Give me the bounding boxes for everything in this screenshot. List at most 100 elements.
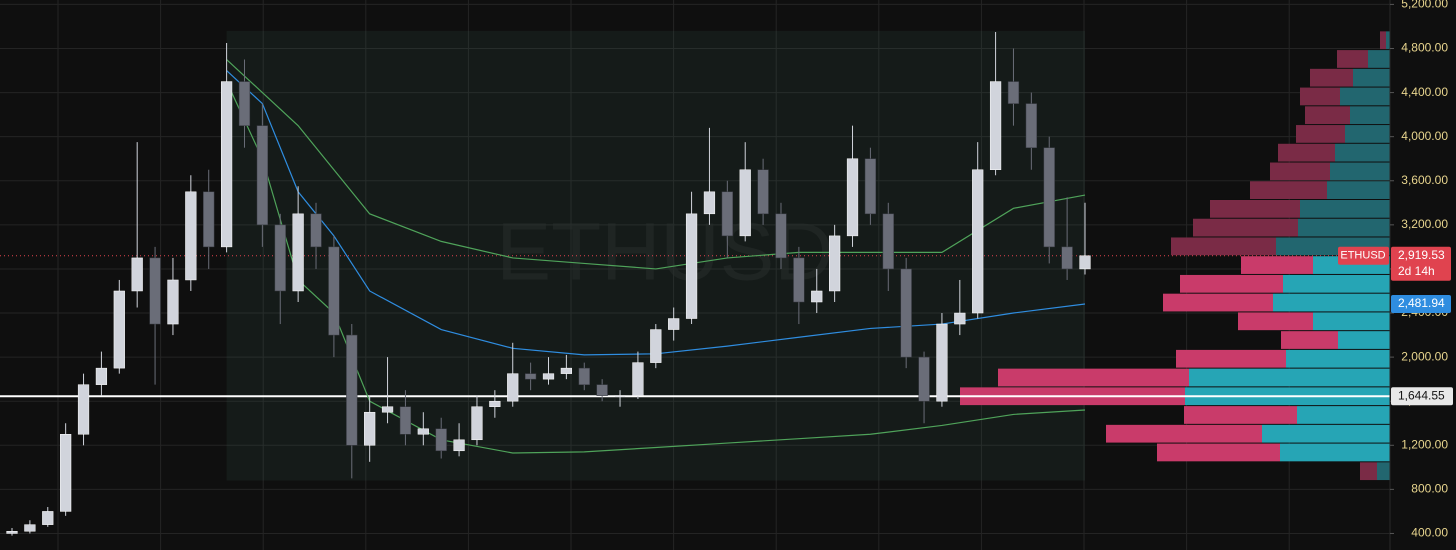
candle-body: [95, 367, 108, 385]
profile-up: [1353, 68, 1390, 87]
profile-down: [1106, 424, 1262, 443]
profile-down: [1176, 349, 1286, 368]
candle-body: [811, 290, 823, 303]
candle-body: [453, 439, 465, 452]
candle-body: [829, 235, 841, 292]
candle-body: [238, 81, 251, 126]
profile-up: [1327, 181, 1390, 199]
candle-body: [1061, 246, 1073, 270]
y-tick-label: 4,400.00: [1401, 85, 1448, 99]
y-tick-label: 2,000.00: [1401, 349, 1448, 363]
candle-body: [507, 373, 519, 402]
profile-up: [1283, 274, 1390, 293]
candle-body: [936, 323, 948, 402]
candle-body: [918, 356, 930, 402]
profile-down: [1270, 162, 1330, 181]
candle-body: [525, 373, 537, 380]
profile-up: [1335, 143, 1390, 162]
candle-body: [435, 428, 447, 452]
candle-body: [185, 191, 197, 281]
candle-body: [310, 213, 322, 248]
candle-body: [542, 373, 555, 380]
profile-up: [1286, 349, 1390, 368]
candle-body: [203, 191, 215, 248]
candle-body: [292, 213, 304, 292]
candle-body: [685, 213, 698, 319]
candle-body: [60, 434, 72, 512]
candle-body: [668, 318, 680, 330]
profile-down: [1310, 68, 1353, 87]
candle-body: [793, 257, 805, 303]
candle-body: [846, 158, 859, 237]
profile-down: [1296, 125, 1345, 143]
candle-body: [578, 367, 590, 385]
profile-down: [1380, 31, 1386, 50]
y-tick-label: 5,200.00: [1401, 0, 1448, 11]
y-tick-label: 400.00: [1411, 526, 1448, 540]
profile-down: [1337, 50, 1368, 68]
profile-up: [1298, 218, 1390, 237]
candle-body: [721, 191, 733, 237]
candle-body: [42, 511, 54, 525]
candle-body: [113, 290, 125, 369]
profile-up: [1280, 443, 1390, 462]
profile-down: [1193, 218, 1298, 237]
candle-body: [489, 400, 501, 407]
profile-down: [1210, 199, 1300, 218]
candle-body: [757, 169, 769, 215]
indicator-line: [226, 59, 1086, 270]
candle-body: [739, 169, 751, 237]
candle-body: [1025, 103, 1037, 148]
profile-up: [1377, 462, 1390, 481]
candle-body: [167, 279, 179, 325]
candle-body: [900, 268, 912, 358]
y-tick-label: 3,600.00: [1401, 173, 1448, 187]
candle-body: [864, 158, 877, 215]
candle-body: [77, 384, 90, 435]
candle-body: [131, 257, 143, 292]
candle-body: [1043, 147, 1055, 248]
candle-body: [972, 169, 984, 314]
candle-body: [6, 531, 18, 534]
y-tick-label: 800.00: [1411, 482, 1448, 496]
profile-up: [1313, 312, 1390, 331]
profile-down: [1250, 181, 1327, 199]
candle-body: [614, 395, 626, 397]
candle-body: [596, 384, 608, 396]
profile-down: [1300, 87, 1340, 106]
candle-body: [1007, 81, 1020, 104]
profile-down: [1360, 462, 1377, 481]
y-tick-label: 4,000.00: [1401, 129, 1448, 143]
profile-down: [1241, 256, 1313, 274]
candle-body: [24, 524, 36, 532]
symbol-tag-text: ETHUSD: [1340, 250, 1385, 262]
profile-up: [1189, 368, 1390, 387]
candle-body: [632, 362, 644, 396]
profile-up: [1340, 87, 1390, 106]
y-tick-label: 3,200.00: [1401, 217, 1448, 231]
profile-up: [1338, 331, 1390, 349]
profile-down: [1184, 406, 1297, 424]
candle-body: [882, 213, 894, 270]
profile-down: [1238, 312, 1313, 331]
profile-up: [1262, 424, 1390, 443]
y-tick-label: 4,800.00: [1401, 41, 1448, 55]
candle-body: [220, 81, 233, 248]
profile-down: [1305, 106, 1350, 125]
profile-down: [1180, 274, 1283, 293]
candle-body: [954, 312, 966, 325]
level-label: 1,644.55: [1398, 388, 1445, 402]
profile-up: [1300, 199, 1390, 218]
candle-body: [650, 329, 662, 363]
profile-down: [1171, 237, 1276, 256]
symbol-tag: [1338, 246, 1389, 265]
profile-down: [1157, 443, 1280, 462]
candle-body: [1079, 255, 1091, 270]
profile-down: [998, 368, 1189, 387]
countdown-label: 2d 14h: [1398, 264, 1435, 278]
candle-body: [417, 428, 429, 435]
candle-body: [399, 406, 412, 435]
profile-down: [1278, 143, 1335, 162]
indicator-line: [226, 81, 1086, 454]
